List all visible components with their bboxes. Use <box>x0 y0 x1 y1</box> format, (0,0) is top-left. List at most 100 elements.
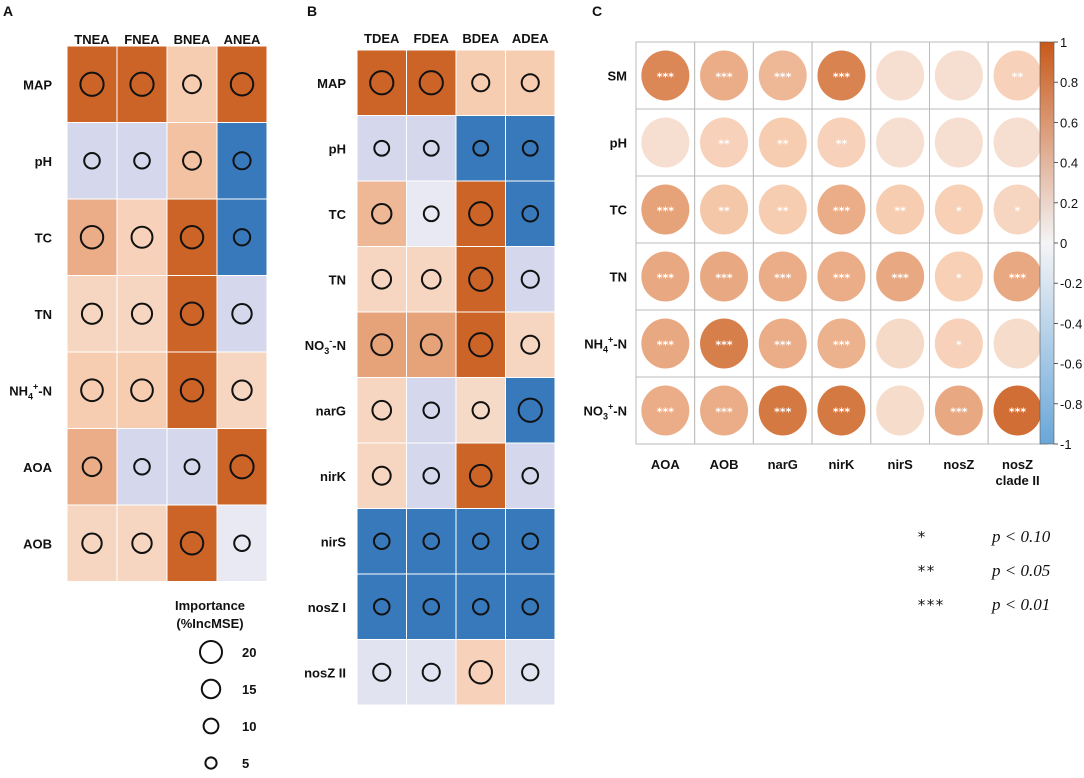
correlation-circle <box>641 251 690 302</box>
colorbar-tick-label: -0.4 <box>1060 316 1082 331</box>
correlation-circle <box>700 318 749 369</box>
importance-circle <box>468 201 494 227</box>
significance-stars: *** <box>657 406 675 419</box>
importance-circle <box>418 70 444 96</box>
correlation-circle <box>700 117 749 168</box>
significance-stars: *** <box>774 71 792 84</box>
importance-circle <box>471 597 490 616</box>
column-header: BNEA <box>174 32 211 47</box>
correlation-circle <box>993 251 1042 302</box>
heatmap-cell <box>455 246 506 313</box>
importance-circle <box>129 71 155 97</box>
significance-stars: *** <box>715 339 733 352</box>
importance-circle <box>232 228 252 247</box>
heatmap-cell <box>66 504 118 582</box>
heatmap-cell <box>455 311 506 378</box>
panel-c-label: C <box>592 3 602 19</box>
importance-circle <box>371 203 393 225</box>
colorbar-tick-label: 0.4 <box>1060 156 1078 171</box>
column-label: nirK <box>828 457 855 472</box>
significance-stars: *** <box>715 272 733 285</box>
row-label: nirK <box>320 469 347 484</box>
significance-stars: ** <box>777 138 789 151</box>
importance-circle <box>183 458 201 476</box>
significance-stars: ** <box>1012 71 1024 84</box>
heatmap-cell <box>505 311 556 378</box>
heatmap-cell <box>505 508 556 575</box>
importance-circle <box>179 378 205 403</box>
significance-stars: *** <box>833 71 851 84</box>
correlation-circle <box>641 385 690 436</box>
importance-circle <box>468 660 493 685</box>
row-label: TC <box>329 207 347 222</box>
heatmap-cell <box>455 639 506 706</box>
heatmap-cell <box>66 45 118 123</box>
significance-stars: *** <box>657 339 675 352</box>
column-header: FDEA <box>414 31 450 46</box>
column-label: AOB <box>710 457 739 472</box>
correlation-circle <box>641 184 690 235</box>
correlation-circle <box>817 117 866 168</box>
heatmap-cell <box>505 180 556 247</box>
importance-circle <box>80 302 104 325</box>
heatmap-cell <box>505 639 556 706</box>
importance-circle <box>422 532 441 551</box>
importance-circle <box>372 662 392 682</box>
correlation-circle <box>934 117 983 168</box>
significance-stars: ** <box>894 205 906 218</box>
significance-stars: * <box>956 339 962 352</box>
heatmap-cell <box>166 504 218 582</box>
legend-circle <box>198 639 224 665</box>
legend-label: 15 <box>242 682 256 697</box>
significance-stars: ** <box>718 138 730 151</box>
colorbar: 1 0.8 0.6 0.4 0.2 0 -0.2 -0.4 -0.6 -0.8 -1 <box>1039 35 1082 452</box>
heatmap-cell <box>66 198 118 276</box>
importance-circle <box>471 401 490 420</box>
significance-stars: ** <box>836 138 848 151</box>
heatmap-cell <box>216 351 268 429</box>
importance-circle <box>182 74 202 95</box>
correlation-circle <box>817 385 866 436</box>
heatmap-cell <box>166 122 218 200</box>
importance-circle <box>468 463 493 488</box>
importance-circle <box>370 333 394 357</box>
heatmap-cell <box>455 180 506 247</box>
significance-stars: *** <box>657 205 675 218</box>
row-label: pH <box>35 154 52 169</box>
significance-stars: ** <box>777 205 789 218</box>
importance-circle <box>229 72 255 97</box>
heatmap-cell <box>216 122 268 200</box>
column-header: ANEA <box>224 32 261 47</box>
correlation-circle <box>700 50 749 101</box>
correlation-circle <box>817 50 866 101</box>
heatmap-cell <box>406 311 457 378</box>
heatmap-cell <box>356 442 407 509</box>
significance-stars: *** <box>892 272 910 285</box>
importance-circle <box>520 73 540 93</box>
importance-circle <box>471 73 491 93</box>
importance-circle <box>229 454 255 480</box>
significance-stars: * <box>1015 205 1021 218</box>
heatmap-cell <box>505 115 556 182</box>
heatmap-cell <box>505 442 556 509</box>
heatmap-cell <box>66 122 118 200</box>
row-label: MAP <box>23 77 52 92</box>
column-header: TNEA <box>74 32 110 47</box>
heatmap-cell <box>116 275 168 353</box>
correlation-circle <box>758 385 807 436</box>
correlation-circle <box>817 318 866 369</box>
heatmap-cell <box>505 377 556 444</box>
heatmap-cell <box>66 351 118 429</box>
correlation-circle <box>758 50 807 101</box>
heatmap-cell <box>505 573 556 640</box>
colorbar-tick-label: 0 <box>1060 236 1067 251</box>
importance-circle <box>131 532 153 554</box>
importance-circle <box>468 266 494 292</box>
legend-label: 5 <box>242 756 249 771</box>
heatmap-cell <box>166 275 218 353</box>
heatmap-cell <box>166 351 218 429</box>
significance-stars: *** <box>715 71 733 84</box>
importance-circle <box>80 378 104 403</box>
correlation-circle <box>876 251 925 302</box>
heatmap-cell <box>66 275 118 353</box>
